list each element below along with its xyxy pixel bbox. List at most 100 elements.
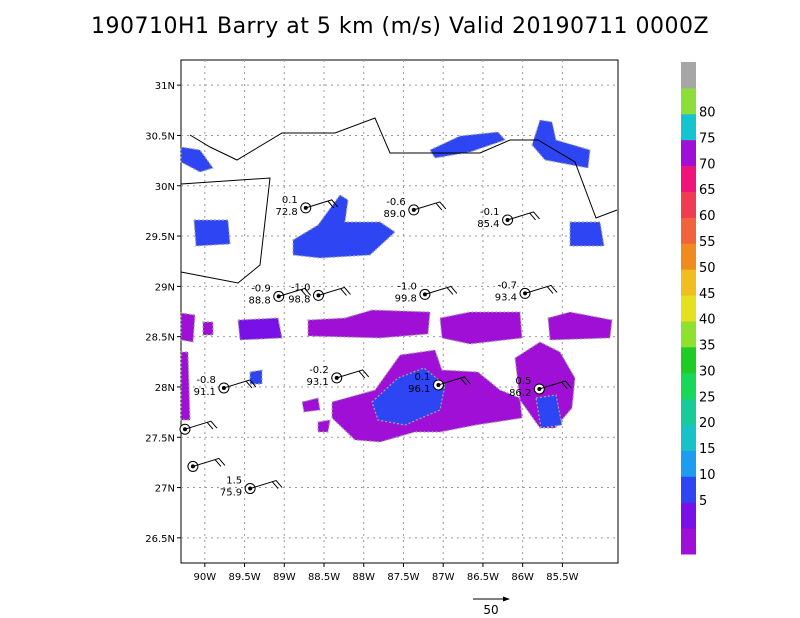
reference-vector-label: 50 xyxy=(483,603,498,617)
station-plot: -0.891.1 xyxy=(194,375,257,398)
wind-barb xyxy=(336,369,370,379)
lon-tick-label: 87W xyxy=(432,572,455,583)
wind-speed-region xyxy=(531,119,591,169)
lon-tick-label: 88W xyxy=(352,572,375,583)
legend-swatch xyxy=(681,450,696,477)
wind-speed-region xyxy=(514,341,576,429)
station-bottom-value: 93.4 xyxy=(495,292,517,303)
legend-swatch xyxy=(681,165,696,192)
lat-tick-label: 31N xyxy=(155,81,175,92)
color-legend: 5 10 15 20 25 30 35 40 45 50 55 60 65 70 75 80 xyxy=(681,62,716,555)
legend-swatch xyxy=(681,372,696,400)
legend-swatch xyxy=(681,424,696,451)
station-top-value: 0.5 xyxy=(515,376,531,387)
station-top-value: -0.8 xyxy=(196,375,216,386)
station-bottom-value: 86.2 xyxy=(509,388,531,399)
lon-tick-label: 86W xyxy=(511,572,534,583)
wind-barb xyxy=(438,376,471,386)
reference-vector: 50 xyxy=(473,596,510,617)
lat-tick-label: 28N xyxy=(155,383,175,394)
wind-speed-region xyxy=(180,146,214,173)
station-plot: 1.575.9 xyxy=(220,476,283,499)
legend-label: 30 xyxy=(699,364,716,379)
legend-label: 40 xyxy=(699,313,716,328)
wind-barb xyxy=(192,457,226,467)
legend-swatch xyxy=(681,139,696,167)
station-plot: -1.099.8 xyxy=(395,281,458,304)
wind-speed-region xyxy=(180,312,196,343)
legend-swatch xyxy=(681,191,696,218)
station-top-value: -0.1 xyxy=(480,207,500,218)
legend-label: 20 xyxy=(699,416,716,431)
wind-speed-region xyxy=(307,309,431,339)
legend-swatch xyxy=(681,243,696,270)
legend-swatch xyxy=(681,476,696,503)
wind-speed-region xyxy=(535,394,563,429)
station-plot: 0.196.1 xyxy=(408,372,471,395)
lat-tick-label: 27.5N xyxy=(145,433,175,444)
legend-swatch xyxy=(681,528,696,555)
legend-label: 50 xyxy=(699,261,716,276)
station-plot: -0.293.1 xyxy=(306,365,370,388)
station-plot: 0.172.8 xyxy=(275,195,339,218)
station-top-value: -0.7 xyxy=(498,280,518,291)
lat-tick-label: 29N xyxy=(155,282,175,293)
map-title: 190710H1 Barry at 5 km (m/s) Valid 20190… xyxy=(90,14,710,39)
map-frame xyxy=(180,59,619,564)
station-plot: -0.988.8 xyxy=(248,283,312,306)
wind-speed-region xyxy=(569,221,605,247)
wind-speed-region xyxy=(249,369,263,385)
legend-swatch xyxy=(681,217,696,244)
wind-speed-region xyxy=(547,311,613,341)
wind-speed-region xyxy=(180,351,191,421)
legend-label: 65 xyxy=(699,183,716,198)
wind-barb xyxy=(223,379,257,389)
legend-label: 55 xyxy=(699,235,716,250)
legend-swatch xyxy=(681,346,696,374)
station-top-value: -0.6 xyxy=(386,197,406,208)
legend-label: 10 xyxy=(699,468,716,483)
station-bottom-value: 88.8 xyxy=(248,295,270,306)
wind-speed-region xyxy=(202,321,214,336)
legend-label: 75 xyxy=(699,131,716,146)
wind-speed-region xyxy=(237,317,283,341)
wind-barb xyxy=(278,287,312,297)
station-bottom-value: 89.0 xyxy=(384,209,406,220)
station-top-value: -1.0 xyxy=(397,281,417,292)
coastline xyxy=(180,117,618,284)
legend-label: 45 xyxy=(699,287,716,302)
lon-tick-label: 88.5W xyxy=(308,572,340,583)
lon-tick-label: 86.5W xyxy=(467,572,499,583)
lon-tick-label: 87.5W xyxy=(387,572,419,583)
legend-swatch xyxy=(681,87,696,115)
wind-speed-region xyxy=(301,397,321,413)
station-bottom-value: 99.8 xyxy=(395,293,417,304)
wind-speed-region xyxy=(193,219,231,247)
lat-tick-label: 30.5N xyxy=(145,131,175,142)
legend-swatch xyxy=(681,320,696,348)
lat-tick-label: 27N xyxy=(155,484,175,495)
legend-swatch xyxy=(681,398,696,426)
wind-barb xyxy=(413,201,447,211)
wind-barb xyxy=(184,420,218,430)
legend-swatch xyxy=(681,269,696,296)
wind-barb xyxy=(249,479,283,490)
station-bottom-value: 75.9 xyxy=(220,488,242,499)
wind-speed-region xyxy=(292,194,396,259)
wind-barb xyxy=(507,211,540,221)
station-bottom-value: 72.8 xyxy=(275,207,297,218)
legend-swatch xyxy=(681,295,696,322)
lon-tick-label: 85.5W xyxy=(546,572,578,583)
wind-barb xyxy=(424,285,458,295)
wind-barb xyxy=(524,284,558,294)
wind-speed-shading xyxy=(180,119,613,443)
latitude-axis: 31N 30.5N 30N 29.5N 29N 28.5N 28N 27.5N 27N 26.5N xyxy=(145,81,181,545)
station-top-value: -0.9 xyxy=(251,283,271,294)
wind-barb xyxy=(539,380,572,390)
legend-label: 70 xyxy=(699,157,716,172)
station-bottom-value: 93.1 xyxy=(306,377,328,388)
lat-tick-label: 28.5N xyxy=(145,333,175,344)
wind-barb xyxy=(318,286,351,296)
station-bottom-value: 91.1 xyxy=(194,387,216,398)
